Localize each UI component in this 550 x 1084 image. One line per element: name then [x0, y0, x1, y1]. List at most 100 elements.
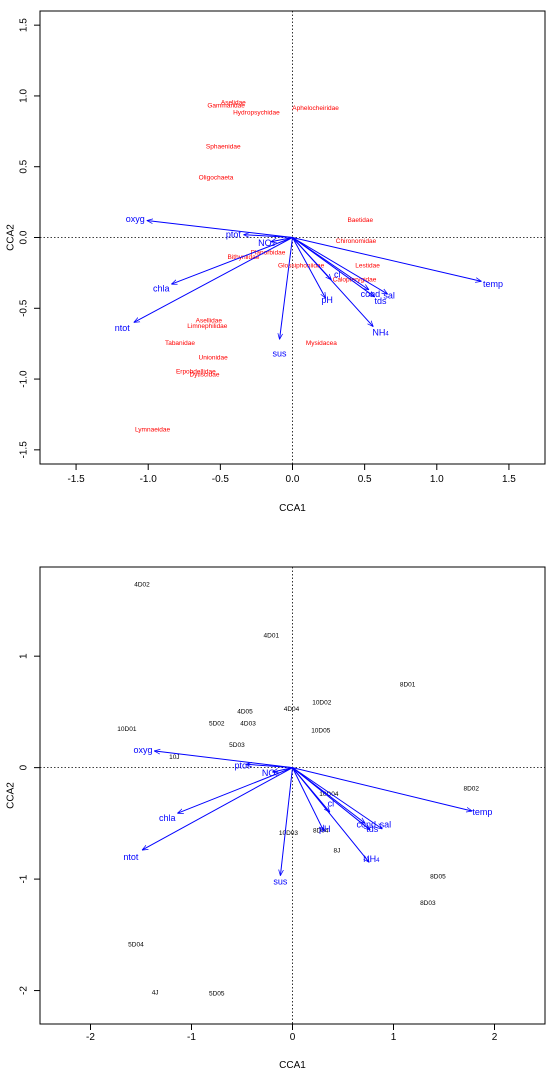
env-vector-arrow [154, 751, 293, 769]
env-vector-label: pH [321, 295, 333, 305]
site-label: 10J [169, 754, 179, 761]
species-label: Tabanidae [165, 340, 195, 347]
site-label: 8D05 [430, 873, 446, 880]
env-vector-arrow [280, 767, 293, 876]
site-label: 4D02 [134, 581, 150, 588]
env-vector-label: ptot [234, 760, 250, 770]
y-tick-label: -1.5 [19, 441, 30, 459]
y-tick-label: 1.0 [19, 89, 30, 103]
sites-biplot-panel: -2 -1 0 1 2 -2 -1 0 1 CCA1 CCA2 4D02 4D01 8D01 10D02 4D… [6, 566, 546, 1071]
x-tick-label: -1 [187, 1032, 196, 1043]
y-tick-label: 0 [19, 764, 30, 770]
site-label: 5D04 [128, 941, 144, 948]
site-label: 4J [152, 989, 159, 996]
species-label: Aphelocheiridae [292, 105, 339, 112]
x-tick-label: -1.0 [140, 474, 158, 485]
env-vector-label: pH [319, 824, 331, 834]
x-tick-label: 2 [492, 1032, 498, 1043]
x-tick-label: 0.5 [358, 474, 372, 485]
site-label: 8D03 [420, 900, 436, 907]
y-tick-label: -1 [19, 874, 30, 883]
env-vector-label: NO3 [258, 238, 276, 248]
env-vector-arrow [280, 237, 293, 340]
env-vector-label: NH4 [363, 854, 380, 864]
env-vector-arrow [147, 221, 293, 238]
env-vector-label: sal [380, 819, 392, 829]
species-label: Chironomidae [336, 238, 377, 245]
x-tick-label: 1.5 [502, 474, 516, 485]
species-label: Hydropsychidae [233, 109, 280, 116]
env-vector-label: temp [472, 807, 492, 817]
env-vector-arrow [272, 767, 293, 772]
env-vector-arrow [243, 235, 293, 238]
site-label: 5D03 [229, 742, 245, 749]
x-tick-label: -2 [86, 1032, 95, 1043]
env-vector-label: ntot [123, 852, 139, 862]
species-label: Sphaenidae [206, 143, 241, 150]
env-vector-label: cl [334, 269, 341, 279]
x-tick-label: -0.5 [212, 474, 230, 485]
x-axis-title: CCA1 [279, 503, 306, 514]
y-tick-label: -2 [19, 986, 30, 995]
env-vector-label: tds [366, 824, 379, 834]
species-label: Bithyniidae [228, 254, 260, 261]
env-vector-arrow [292, 767, 371, 830]
site-label: 8D02 [463, 785, 479, 792]
env-vector-label: ntot [115, 323, 131, 333]
x-tick-label: -1.5 [67, 474, 85, 485]
env-vector-label: temp [483, 279, 503, 289]
y-axis-title: CCA2 [6, 782, 17, 809]
env-vector-arrow [292, 767, 325, 832]
x-tick-label: 1.0 [430, 474, 444, 485]
site-label: 8D01 [400, 682, 416, 689]
species-label: Baetidae [347, 217, 373, 224]
species-biplot-panel: -1.5 -1.0 -0.5 0.0 0.5 1.0 1.5 -1.5 -1.0 -0.5 0.0 0… [6, 10, 546, 514]
x-tick-label: 0.0 [286, 474, 300, 485]
species-label: Erpobdellidae [176, 368, 216, 375]
env-vector-arrow [177, 767, 293, 814]
env-vector-label: sal [383, 291, 395, 301]
site-label: 4D05 [237, 708, 253, 715]
site-label: 10D03 [279, 830, 299, 837]
site-label: 10D04 [319, 791, 339, 798]
species-label: Limnephilidae [187, 323, 227, 330]
env-vector-arrow [171, 237, 293, 285]
site-label: 10D01 [117, 726, 137, 733]
env-vector-label: NH4 [372, 327, 389, 337]
species-label: Planorbidae [251, 250, 286, 257]
env-vector-arrow [292, 237, 388, 295]
site-label: 4D04 [284, 706, 300, 713]
site-label: 5D05 [209, 990, 225, 997]
env-vector-arrow [292, 237, 482, 282]
y-tick-label: -0.5 [19, 299, 30, 317]
env-vector-arrow [292, 237, 375, 297]
species-label: Glossiphoniidae [278, 262, 325, 269]
site-label: 10D05 [311, 727, 331, 734]
env-vector-arrow [134, 237, 293, 323]
env-vector-arrow [292, 237, 326, 299]
y-axis-title: CCA2 [6, 224, 17, 251]
site-label: 10D02 [312, 699, 332, 706]
env-vector-arrow [292, 237, 374, 327]
env-vector-label: sus [273, 876, 288, 886]
y-tick-label: 0.0 [19, 230, 30, 244]
y-tick-label: 1 [19, 653, 30, 659]
site-label: 4D03 [240, 721, 256, 728]
env-vector-arrow [292, 767, 370, 863]
env-vector-label: cl [328, 798, 335, 808]
env-vector-arrow [271, 237, 293, 242]
species-label: Lymnaeidae [135, 427, 171, 434]
env-vector-label: oxyg [134, 745, 153, 755]
y-tick-label: 0.5 [19, 159, 30, 173]
env-vector-arrow [292, 767, 383, 829]
x-axis-title: CCA1 [279, 1060, 306, 1071]
env-vector-label: NO3 [262, 768, 280, 778]
site-label: 8J [334, 848, 341, 855]
env-vector-arrow [142, 767, 293, 850]
env-vector-label: chla [159, 813, 176, 823]
y-tick-label: 1.5 [19, 18, 30, 32]
env-vector-label: oxyg [126, 214, 145, 224]
y-tick-label: -1.0 [19, 370, 30, 388]
species-label: Mysidacea [306, 340, 337, 347]
x-tick-label: 0 [290, 1032, 296, 1043]
